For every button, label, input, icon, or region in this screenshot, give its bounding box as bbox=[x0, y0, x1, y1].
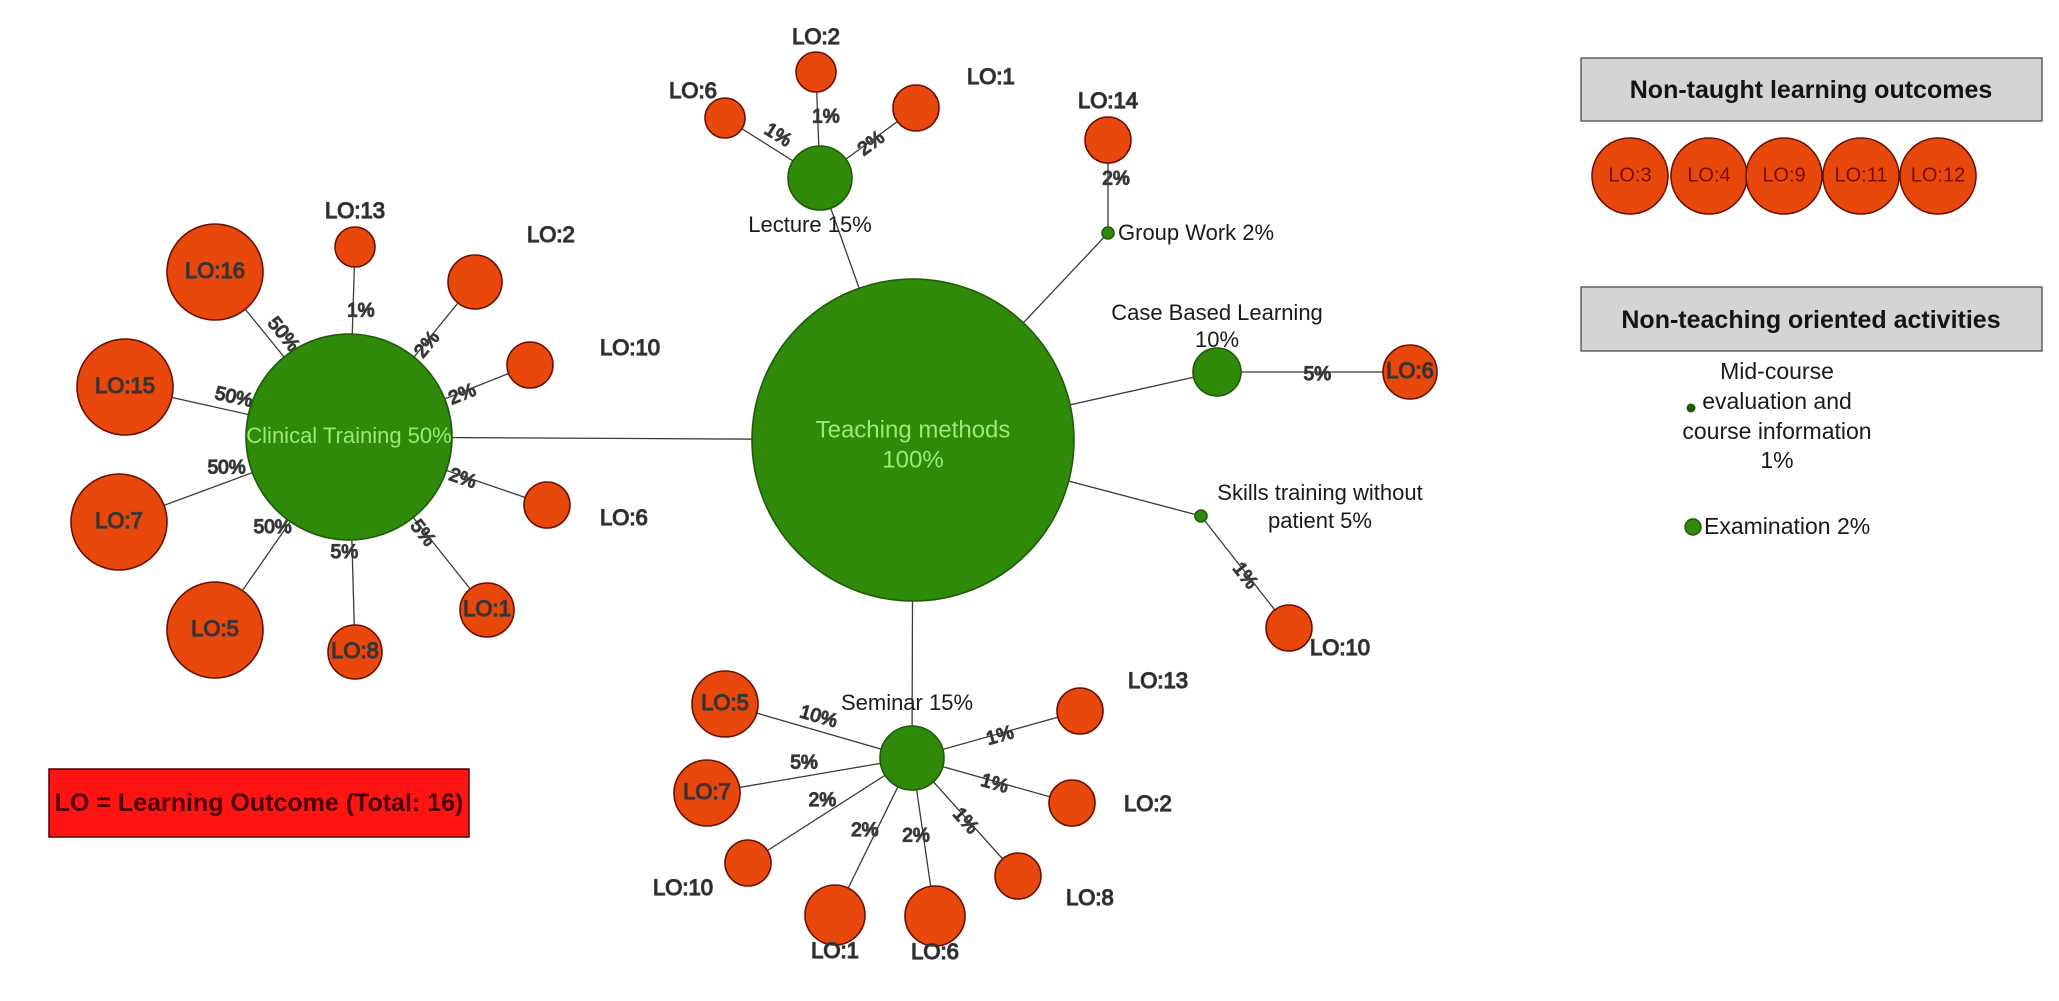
svg-text:LO:8: LO:8 bbox=[1066, 885, 1114, 910]
svg-text:1%: 1% bbox=[948, 804, 982, 839]
svg-text:evaluation and: evaluation and bbox=[1702, 388, 1852, 414]
svg-text:2%: 2% bbox=[446, 464, 479, 493]
svg-text:1%: 1% bbox=[761, 119, 796, 151]
svg-text:LO:16: LO:16 bbox=[185, 258, 245, 283]
svg-text:LO:1: LO:1 bbox=[811, 938, 859, 963]
svg-text:50%: 50% bbox=[254, 517, 292, 538]
svg-text:LO:7: LO:7 bbox=[95, 508, 143, 533]
svg-text:LO:12: LO:12 bbox=[1911, 164, 1965, 186]
svg-text:LO:9: LO:9 bbox=[1762, 164, 1805, 186]
svg-text:LO:2: LO:2 bbox=[527, 222, 575, 247]
svg-text:LO:2: LO:2 bbox=[1124, 791, 1172, 816]
svg-text:LO:6: LO:6 bbox=[1386, 358, 1434, 383]
svg-text:Mid-course: Mid-course bbox=[1720, 358, 1834, 384]
svg-text:2%: 2% bbox=[851, 820, 879, 841]
svg-text:LO:1: LO:1 bbox=[463, 596, 511, 621]
svg-text:2%: 2% bbox=[902, 825, 930, 846]
svg-text:LO:2: LO:2 bbox=[792, 24, 840, 49]
svg-text:5%: 5% bbox=[331, 542, 359, 563]
svg-text:Seminar 15%: Seminar 15% bbox=[841, 690, 973, 715]
svg-text:LO:10: LO:10 bbox=[653, 875, 713, 900]
svg-text:Examination 2%: Examination 2% bbox=[1704, 513, 1870, 539]
svg-text:LO:6: LO:6 bbox=[911, 939, 959, 964]
svg-text:Lecture 15%: Lecture 15% bbox=[748, 212, 872, 237]
svg-text:Skills training without: Skills training without bbox=[1217, 480, 1422, 505]
svg-text:1%: 1% bbox=[1228, 559, 1262, 594]
svg-text:LO:13: LO:13 bbox=[325, 198, 385, 223]
svg-text:LO:6: LO:6 bbox=[669, 78, 717, 103]
svg-text:LO:8: LO:8 bbox=[331, 638, 379, 663]
svg-text:2%: 2% bbox=[1102, 169, 1130, 190]
svg-text:5%: 5% bbox=[1304, 364, 1332, 385]
svg-text:2%: 2% bbox=[410, 327, 444, 362]
svg-text:Non-taught learning outcomes: Non-taught learning outcomes bbox=[1630, 76, 1993, 104]
svg-text:LO:5: LO:5 bbox=[191, 616, 239, 641]
svg-text:2%: 2% bbox=[446, 380, 479, 410]
svg-text:1%: 1% bbox=[984, 722, 1016, 750]
svg-text:course information: course information bbox=[1682, 418, 1871, 444]
svg-text:50%: 50% bbox=[208, 458, 246, 479]
svg-text:1%: 1% bbox=[347, 300, 375, 321]
svg-text:LO:11: LO:11 bbox=[1835, 164, 1888, 186]
svg-text:5%: 5% bbox=[406, 516, 440, 551]
svg-text:LO = Learning Outcome (Total:: LO = Learning Outcome (Total: 16) bbox=[55, 789, 464, 817]
svg-text:1%: 1% bbox=[978, 770, 1010, 798]
svg-text:LO:13: LO:13 bbox=[1128, 668, 1188, 693]
svg-text:Case Based Learning: Case Based Learning bbox=[1111, 300, 1323, 325]
svg-text:LO:15: LO:15 bbox=[95, 373, 155, 398]
svg-text:LO:4: LO:4 bbox=[1687, 164, 1730, 186]
svg-text:100%: 100% bbox=[882, 446, 943, 473]
svg-text:1%: 1% bbox=[1760, 447, 1793, 473]
svg-text:LO:10: LO:10 bbox=[600, 335, 660, 360]
svg-text:Non-teaching oriented activiti: Non-teaching oriented activities bbox=[1621, 306, 2000, 334]
svg-text:LO:3: LO:3 bbox=[1608, 164, 1651, 186]
svg-text:10%: 10% bbox=[797, 702, 839, 733]
svg-text:Teaching methods: Teaching methods bbox=[816, 416, 1011, 443]
svg-text:LO:10: LO:10 bbox=[1310, 635, 1370, 660]
svg-text:LO:5: LO:5 bbox=[701, 690, 749, 715]
svg-text:LO:7: LO:7 bbox=[683, 779, 731, 804]
svg-text:2%: 2% bbox=[809, 790, 837, 811]
svg-text:patient 5%: patient 5% bbox=[1268, 508, 1372, 533]
svg-text:Clinical Training 50%: Clinical Training 50% bbox=[246, 423, 451, 448]
svg-text:LO:14: LO:14 bbox=[1078, 88, 1138, 113]
svg-text:LO:6: LO:6 bbox=[600, 505, 648, 530]
svg-text:5%: 5% bbox=[790, 752, 818, 773]
svg-text:LO:1: LO:1 bbox=[967, 64, 1015, 89]
svg-text:1%: 1% bbox=[812, 107, 840, 128]
svg-text:Group Work 2%: Group Work 2% bbox=[1118, 220, 1274, 245]
svg-text:10%: 10% bbox=[1195, 327, 1239, 352]
